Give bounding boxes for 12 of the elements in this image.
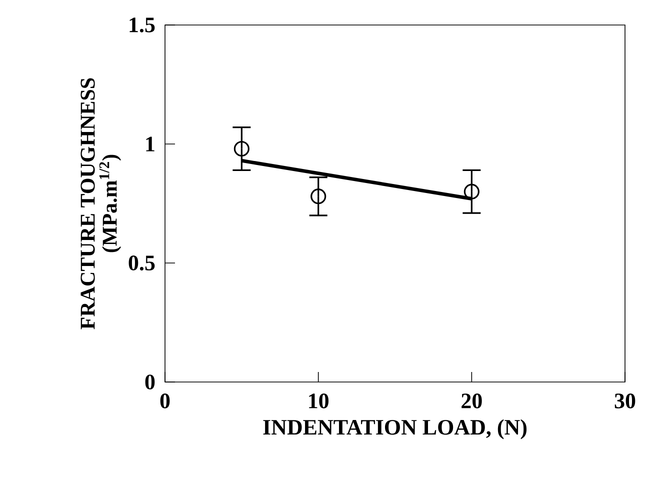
x-axis-title: INDENTATION LOAD, (N) bbox=[263, 419, 527, 440]
y-tick-label: 0.5 bbox=[128, 256, 155, 270]
y-tick-label: 1 bbox=[146, 136, 154, 152]
point bbox=[310, 188, 326, 204]
x-tick-label: 20 bbox=[462, 394, 482, 408]
x-tick-label: 30 bbox=[614, 394, 636, 408]
x-tick-label: 10 bbox=[309, 394, 328, 408]
y-tick-label: 0 bbox=[145, 374, 155, 390]
point bbox=[234, 140, 250, 157]
y-tick-label: 1.5 bbox=[130, 18, 155, 32]
point bbox=[464, 184, 480, 200]
x-tick-label: 0 bbox=[160, 394, 170, 408]
